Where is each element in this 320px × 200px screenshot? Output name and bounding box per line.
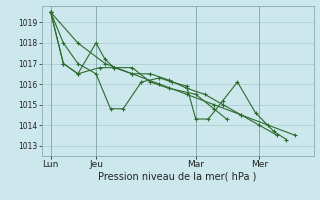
X-axis label: Pression niveau de la mer( hPa ): Pression niveau de la mer( hPa ) [99,172,257,182]
